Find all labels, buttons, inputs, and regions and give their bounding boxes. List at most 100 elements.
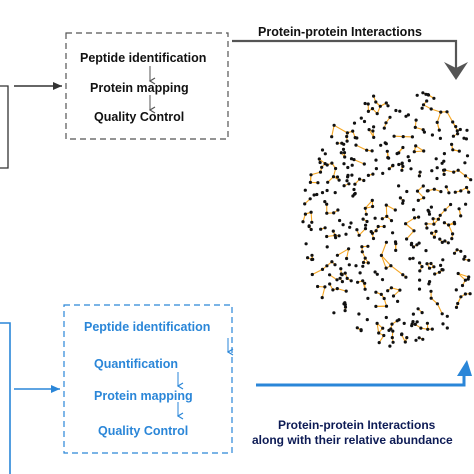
network-node — [442, 172, 446, 176]
network-node — [366, 261, 370, 265]
network-node — [363, 101, 367, 106]
bottom-step-peptide-identification: Peptide identification — [84, 320, 211, 334]
network-node — [388, 344, 392, 348]
network-edge — [436, 111, 442, 123]
network-node — [333, 263, 337, 267]
network-node — [374, 167, 378, 171]
network-node — [429, 205, 433, 209]
network-node — [468, 292, 472, 296]
network-edge — [436, 303, 443, 315]
bottom-step-quality-control: Quality Control — [98, 424, 189, 438]
network-node — [456, 132, 460, 136]
network-node — [432, 187, 436, 191]
network-node — [394, 108, 398, 113]
top-to-network-arrowhead — [444, 62, 468, 80]
network-node — [310, 257, 314, 262]
network-node — [430, 133, 434, 137]
network-edge — [355, 144, 367, 151]
network-node — [405, 336, 409, 340]
network-node — [416, 198, 420, 202]
network-node — [426, 93, 430, 97]
network-node — [341, 223, 345, 227]
network-node — [347, 247, 351, 251]
network-node — [389, 219, 394, 223]
network-node — [390, 336, 394, 340]
network-node — [326, 180, 330, 184]
network-node — [372, 94, 376, 98]
network-node — [418, 278, 422, 282]
network-node — [426, 208, 430, 212]
network-node — [367, 128, 371, 132]
network-node — [401, 201, 405, 205]
network-node — [459, 189, 463, 193]
network-node — [439, 263, 443, 267]
network-node — [330, 161, 334, 165]
network-node — [334, 166, 338, 171]
network-node — [456, 168, 460, 172]
network-node — [357, 312, 361, 316]
network-node — [405, 237, 409, 241]
network-node — [391, 163, 395, 167]
network-node — [366, 109, 370, 113]
network-node — [443, 208, 447, 212]
network-node — [424, 249, 428, 253]
network-node — [355, 326, 359, 330]
network-node — [328, 282, 332, 286]
network-node — [351, 129, 355, 133]
network-node — [420, 106, 424, 110]
network-node — [360, 245, 364, 249]
network-node — [363, 281, 367, 285]
network-node — [366, 102, 370, 106]
network-node — [424, 222, 428, 226]
network-node — [456, 301, 460, 306]
network-node — [432, 235, 436, 239]
network-node — [323, 162, 327, 166]
network-node — [418, 170, 422, 174]
network-node — [330, 260, 334, 264]
network-node — [325, 188, 329, 193]
network-node — [335, 141, 339, 145]
network-node — [413, 125, 417, 129]
network-node — [323, 285, 327, 289]
network-node — [371, 172, 375, 176]
network-node — [441, 322, 445, 326]
network-node — [442, 168, 446, 172]
network-node — [320, 148, 325, 152]
network-node — [437, 270, 441, 274]
network-node — [439, 190, 443, 194]
network-node — [350, 163, 354, 167]
network-node — [417, 287, 422, 291]
network-node — [334, 236, 338, 240]
network-node — [309, 227, 313, 232]
network-node — [420, 311, 424, 315]
network-node — [312, 193, 316, 197]
network-node — [379, 253, 383, 257]
network-node — [408, 257, 412, 261]
network-node — [421, 91, 425, 95]
network-node — [354, 264, 358, 268]
network-node — [445, 110, 449, 114]
network-node — [343, 301, 347, 305]
network-node — [412, 229, 416, 233]
network-node — [422, 130, 426, 134]
network-node — [345, 131, 349, 135]
network-bottom-label-line1: Protein-protein Interactions — [278, 418, 436, 432]
network-node — [442, 152, 446, 156]
network-node — [307, 224, 311, 229]
network-node — [338, 218, 342, 223]
network-node — [309, 210, 313, 214]
network-node — [465, 154, 470, 158]
network-node — [344, 289, 348, 293]
network-node — [404, 275, 408, 279]
top-to-network-connector — [232, 39, 458, 68]
network-node — [388, 115, 392, 119]
network-node — [436, 217, 440, 221]
network-node — [385, 214, 389, 218]
network-node — [425, 189, 429, 193]
network-node — [441, 258, 445, 262]
network-node — [457, 207, 461, 211]
network-node — [342, 162, 346, 166]
network-node — [422, 196, 426, 200]
network-node — [401, 164, 405, 168]
network-node — [348, 225, 352, 229]
